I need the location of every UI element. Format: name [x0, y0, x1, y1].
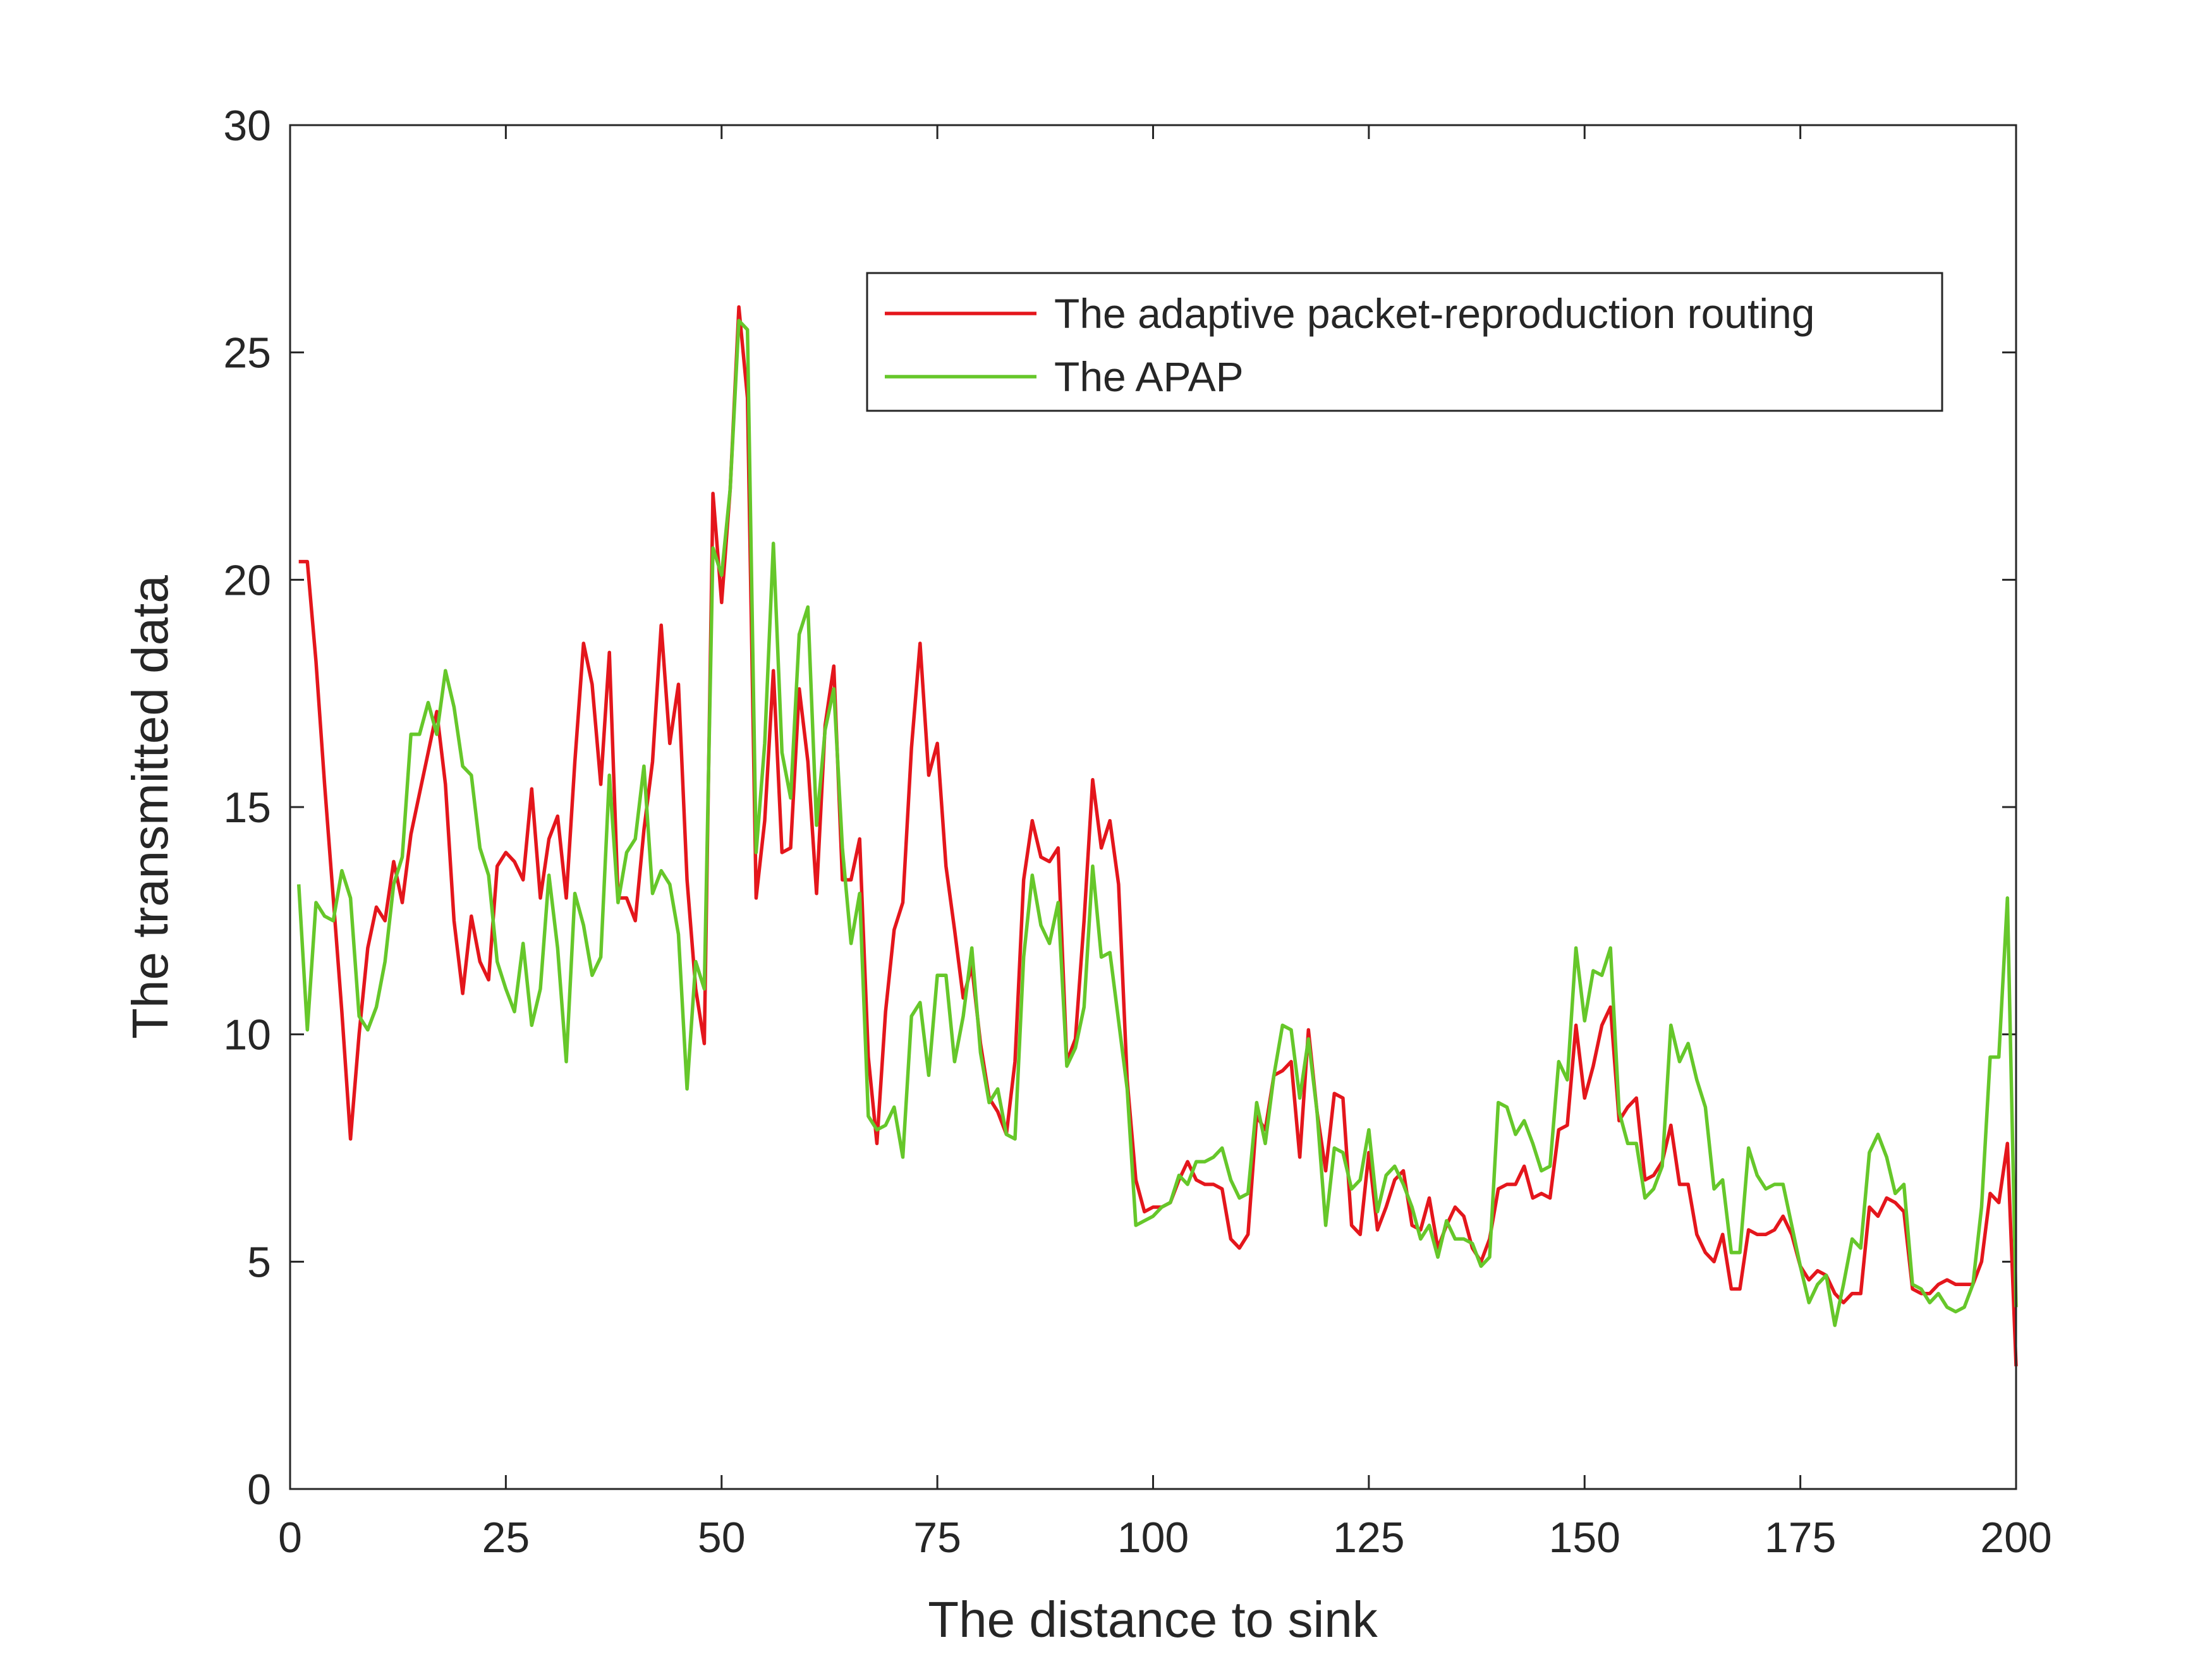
- x-tick-label: 150: [1549, 1514, 1620, 1562]
- x-tick-label: 0: [278, 1514, 302, 1562]
- x-tick-label: 100: [1117, 1514, 1189, 1562]
- y-tick-label: 15: [223, 784, 271, 832]
- series-line: [296, 319, 2018, 1327]
- legend-label: The APAP: [1054, 353, 1244, 400]
- y-tick-label: 5: [247, 1238, 271, 1286]
- x-tick-label: 125: [1333, 1514, 1404, 1562]
- y-tick-label: 10: [223, 1011, 271, 1059]
- x-tick-label: 175: [1765, 1514, 1836, 1562]
- y-axis-label: The transmitted data: [122, 575, 178, 1039]
- y-tick-label: 30: [223, 102, 271, 150]
- x-tick-label: 200: [1980, 1514, 2051, 1562]
- series-line: [298, 305, 2018, 1366]
- y-tick-label: 0: [247, 1466, 271, 1514]
- x-tick-label: 25: [482, 1514, 530, 1562]
- plot-frame: [289, 124, 2017, 1490]
- legend-box: [866, 272, 1943, 412]
- y-tick-label: 25: [223, 329, 271, 377]
- x-tick-label: 75: [913, 1514, 961, 1562]
- x-tick-label: 50: [698, 1514, 746, 1562]
- x-axis-label: The distance to sink: [928, 1591, 1378, 1648]
- y-tick-label: 20: [223, 556, 271, 604]
- legend-label: The adaptive packet-reproduction routing: [1054, 290, 1814, 337]
